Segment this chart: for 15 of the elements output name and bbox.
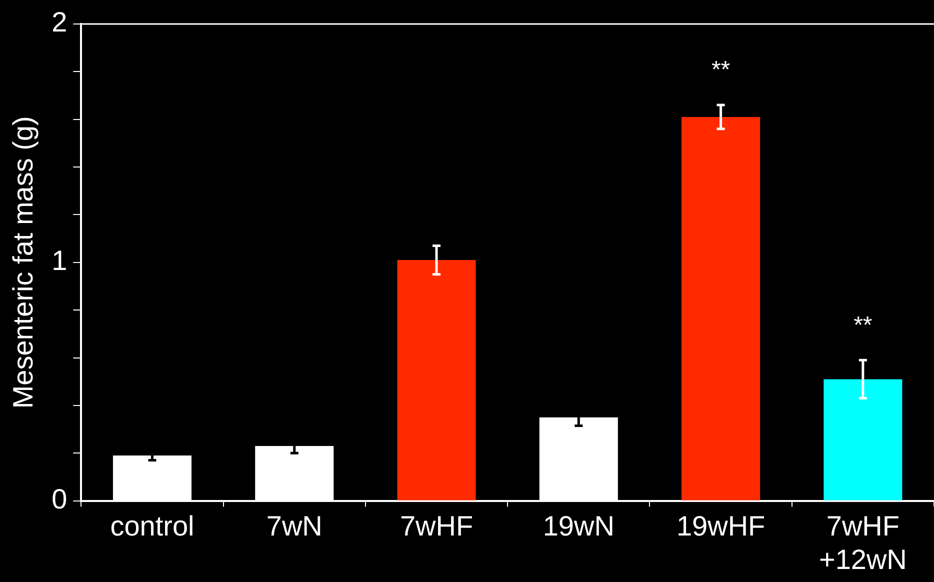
annotation: ** [711, 56, 730, 84]
y-tick-label: 1 [52, 245, 68, 276]
x-tick-label: control [110, 510, 194, 542]
y-axis-title: Mesenteric fat mass (g) [8, 116, 39, 409]
y-tick-label: 0 [52, 484, 68, 515]
x-tick-label: 7wHF +12wN [818, 510, 907, 575]
annotation: ** [854, 312, 872, 339]
x-tick-label: 19wN [542, 510, 614, 542]
bar [824, 379, 902, 500]
y-tick-label: 2 [52, 6, 68, 38]
bar [397, 260, 476, 500]
bar [682, 116, 760, 500]
x-tick-label: 7wN [266, 510, 322, 542]
x-tick-label: 19wHF [676, 510, 766, 542]
x-tick-label: 7wHF [400, 510, 474, 542]
